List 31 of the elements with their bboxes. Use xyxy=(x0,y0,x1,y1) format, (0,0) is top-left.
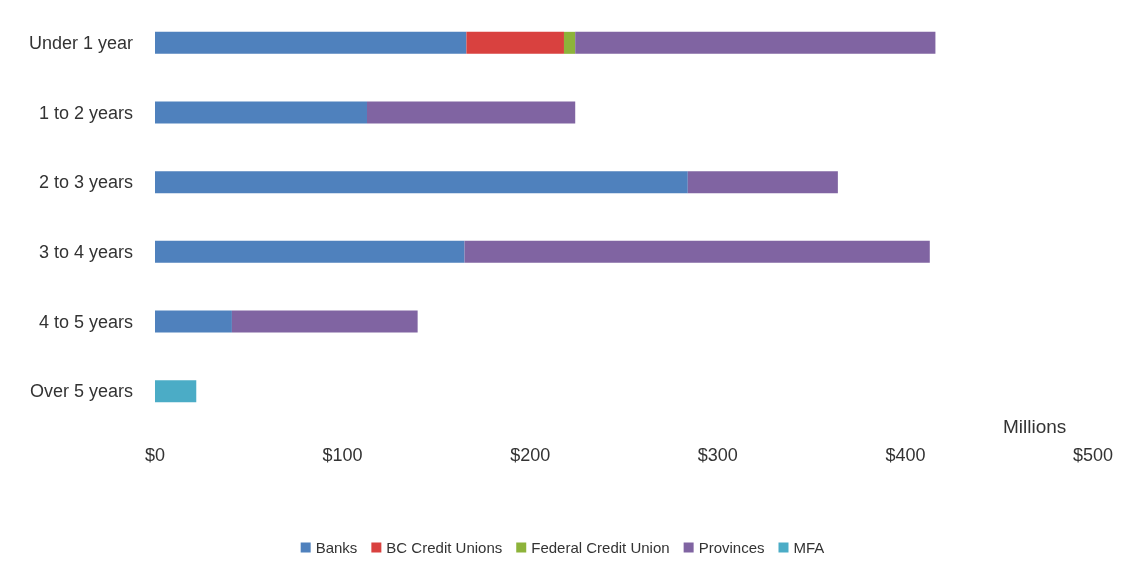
x-tick-label: $500 xyxy=(1072,445,1114,465)
x-axis-title: Millions xyxy=(1003,415,1067,437)
bar xyxy=(155,101,367,124)
bar xyxy=(366,101,576,124)
legend-label: MFA xyxy=(793,539,825,556)
bar xyxy=(155,310,232,333)
y-tick-label: Over 5 years xyxy=(29,381,133,402)
bar xyxy=(231,310,418,333)
y-tick-label: 3 to 4 years xyxy=(38,241,133,262)
bar xyxy=(575,31,936,54)
x-tick-label: $300 xyxy=(697,445,738,465)
bar xyxy=(466,31,564,54)
bar xyxy=(155,31,467,54)
bar xyxy=(687,171,838,194)
y-tick-label: Under 1 year xyxy=(28,32,133,53)
x-tick-label: $0 xyxy=(144,445,166,465)
x-tick-label: $100 xyxy=(322,445,363,465)
bar xyxy=(464,240,930,263)
bar xyxy=(155,380,197,403)
x-tick-label: $200 xyxy=(510,445,551,465)
y-tick-label: 2 to 3 years xyxy=(38,172,133,193)
legend-label: Federal Credit Union xyxy=(531,539,670,556)
x-tick-label: $400 xyxy=(885,445,926,465)
bar xyxy=(563,31,576,54)
bar xyxy=(155,171,688,194)
legend-label: BC Credit Unions xyxy=(386,539,503,556)
legend-label: Banks xyxy=(315,539,358,556)
bar xyxy=(155,240,465,263)
y-tick-label: 1 to 2 years xyxy=(38,102,133,123)
y-tick-label: 4 to 5 years xyxy=(38,311,133,332)
legend-label: Provinces xyxy=(698,539,765,556)
